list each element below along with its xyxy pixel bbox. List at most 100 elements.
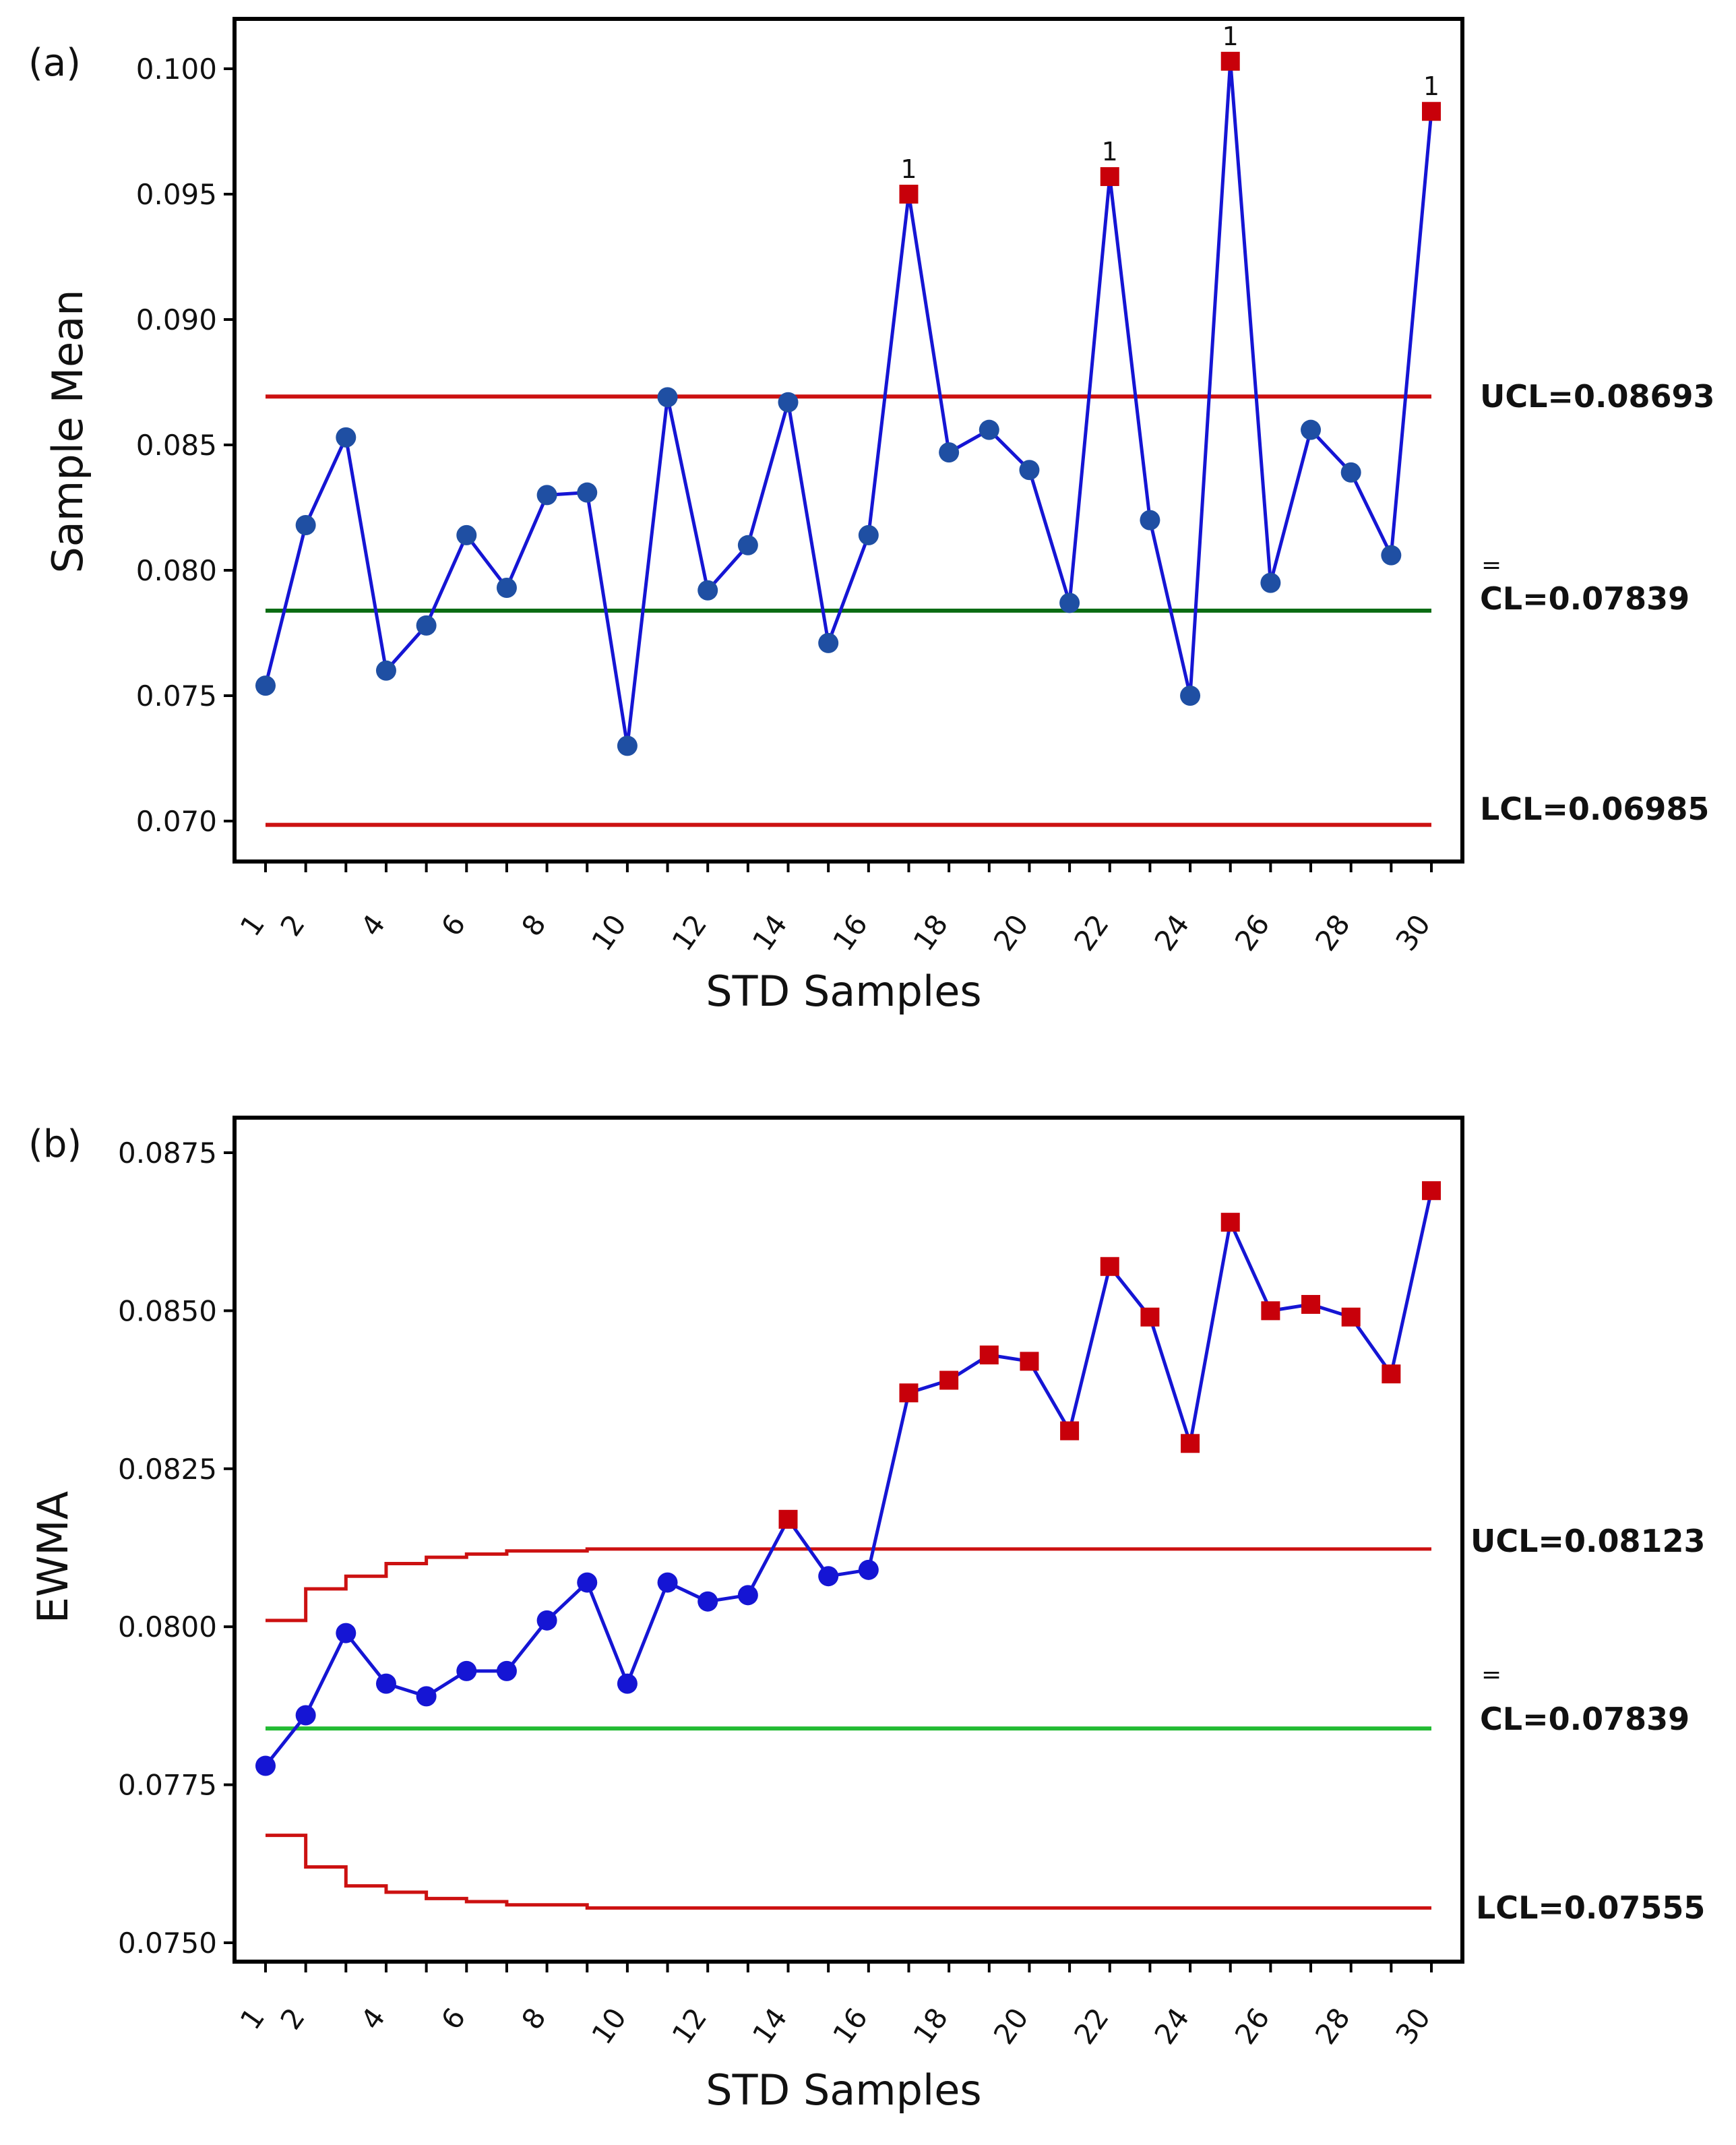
lcl-step-line <box>266 1834 1431 1910</box>
panel-b-cl-label: CL=0.07839 <box>1480 1701 1690 1737</box>
flagged-point-marker <box>899 1383 919 1403</box>
panel-a-plot-frame <box>232 17 1464 864</box>
data-point-marker <box>295 1705 316 1726</box>
y-tick-label: 0.0875 <box>118 1137 217 1170</box>
series-line <box>264 59 1433 748</box>
panel-b-double-bar: = <box>1481 1661 1501 1689</box>
data-point-marker <box>1381 545 1402 566</box>
flagged-point-marker <box>1100 167 1119 186</box>
x-tick-label: 1 <box>234 2002 271 2036</box>
flagged-point-marker <box>939 1370 959 1390</box>
data-point-marker <box>536 485 557 506</box>
y-tick-label: 0.070 <box>136 805 217 838</box>
panel-b-label: (b) <box>28 1122 82 1166</box>
x-tick-label: 14 <box>746 2002 794 2051</box>
data-point-marker <box>416 615 437 636</box>
y-tick-label: 0.0825 <box>118 1453 217 1486</box>
x-tick-label: 28 <box>1309 909 1357 957</box>
x-tick-label: 20 <box>987 2002 1035 2051</box>
x-tick-label: 22 <box>1067 909 1115 957</box>
flagged-point-marker <box>1422 102 1441 121</box>
x-tick-label: 26 <box>1229 909 1276 957</box>
x-tick-label: 2 <box>274 909 311 942</box>
x-tick-label: 30 <box>1389 2002 1437 2051</box>
data-point-marker <box>698 580 718 601</box>
x-tick-label: 14 <box>746 909 794 957</box>
data-point-marker <box>456 524 477 545</box>
ewma-chart-panel: (b) EWMA STD Samples 0.0750 0.0775 0.0800 0… <box>28 1116 1705 2115</box>
data-point-marker <box>1180 686 1201 706</box>
panel-a-limit-labels: UCL=0.08693 = CL=0.07839 LCL=0.06985 <box>1480 378 1714 827</box>
violation-label: 1 <box>900 154 917 184</box>
x-tick-label: 26 <box>1229 2002 1276 2051</box>
y-tick-label: 0.0800 <box>118 1610 217 1643</box>
panel-b-ucl-label: UCL=0.08123 <box>1470 1523 1705 1559</box>
data-point-marker <box>416 1686 437 1707</box>
x-tick-label: 10 <box>585 2002 633 2051</box>
data-point-marker <box>255 675 276 696</box>
flagged-point-marker <box>1220 1213 1240 1232</box>
data-point-marker <box>617 1673 638 1694</box>
x-tick-label: 12 <box>666 2002 714 2051</box>
x-tick-label: 30 <box>1389 909 1437 957</box>
data-point-marker <box>456 1660 477 1681</box>
y-tick-label: 0.0775 <box>118 1769 217 1802</box>
data-point-marker <box>1019 460 1040 481</box>
x-tick-label: 24 <box>1148 909 1196 957</box>
x-tick-label: 24 <box>1148 2002 1196 2051</box>
y-tick-label: 0.090 <box>136 303 217 336</box>
data-point-marker <box>818 1566 839 1587</box>
x-tick-label: 1 <box>234 909 271 942</box>
flagged-point-marker <box>1422 1181 1441 1201</box>
panel-a-limit-lines <box>266 394 1431 827</box>
panel-a-series: 1 1 1 1 <box>255 22 1441 756</box>
panel-a-double-bar: = <box>1481 551 1501 579</box>
data-point-marker <box>1301 419 1322 440</box>
flagged-point-marker <box>1060 1421 1080 1441</box>
y-tick-label: 0.075 <box>136 679 217 713</box>
data-point-marker <box>255 1755 276 1776</box>
panel-a-lcl-label: LCL=0.06985 <box>1480 791 1709 827</box>
data-point-marker <box>939 442 960 463</box>
data-point-marker <box>737 535 758 555</box>
x-tick-label: 20 <box>987 909 1035 957</box>
data-point-marker <box>536 1610 557 1631</box>
panel-b-plot-frame <box>232 1116 1464 1964</box>
x-tick-label: 8 <box>515 2002 552 2036</box>
data-point-marker <box>979 419 999 440</box>
panel-b-y-axis-title: EWMA <box>28 1491 78 1623</box>
data-point-marker <box>657 1572 678 1593</box>
series-line <box>264 1190 1433 1768</box>
x-tick-label: 2 <box>274 2002 311 2036</box>
data-point-marker <box>375 660 396 681</box>
data-point-marker <box>858 1559 879 1580</box>
panel-a-ucl-label: UCL=0.08693 <box>1480 378 1714 415</box>
data-point-marker <box>336 427 356 448</box>
x-tick-label: 8 <box>515 909 552 942</box>
violation-label: 1 <box>1102 137 1118 167</box>
violation-label: 1 <box>1423 71 1439 101</box>
data-point-marker <box>1340 462 1361 483</box>
x-tick-label: 18 <box>907 909 955 957</box>
x-tick-label: 12 <box>666 909 714 957</box>
data-point-marker <box>737 1585 758 1606</box>
violation-label: 1 <box>1222 22 1239 51</box>
panel-b-limit-lines <box>266 1547 1431 1910</box>
flagged-point-marker <box>1100 1257 1119 1276</box>
x-tick-label: 4 <box>354 2002 392 2036</box>
x-tick-label: 22 <box>1067 2002 1115 2051</box>
data-point-marker <box>858 524 879 545</box>
xbar-chart-panel: (a) Sample Mean STD Samples 0.070 0.075 0.… <box>28 17 1714 1016</box>
panel-b-series <box>255 1181 1441 1776</box>
data-point-marker <box>698 1591 718 1612</box>
data-point-marker <box>375 1673 396 1694</box>
y-tick-label: 0.0750 <box>118 1927 217 1960</box>
data-point-marker <box>496 1660 517 1681</box>
ucl-step-line <box>266 1547 1431 1623</box>
flagged-point-marker <box>1341 1307 1361 1327</box>
panel-a-x-axis-title: STD Samples <box>706 967 981 1016</box>
panel-a-label: (a) <box>28 41 81 85</box>
data-point-marker <box>617 735 638 756</box>
data-point-marker <box>577 482 598 503</box>
